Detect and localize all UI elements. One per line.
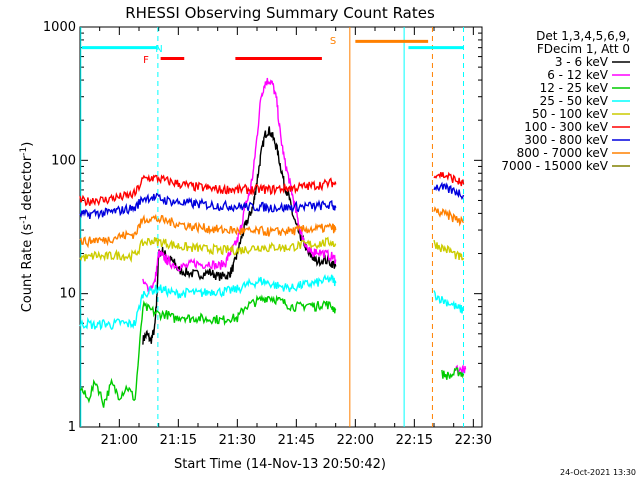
x-axis: 21:00 21:15 21:30 21:45 22:00 22:15 22:30 (99, 27, 492, 448)
series-line (79, 273, 337, 331)
flag-label: N (155, 44, 162, 55)
x-tick-label: 22:30 (455, 433, 492, 448)
footer-date: 24-Oct-2021 13:30 (560, 468, 636, 477)
x-tick-label: 21:15 (160, 433, 197, 448)
y-axis-label-part: Count Rate (s (20, 224, 35, 313)
y-axis-label-part: detector (20, 155, 35, 215)
x-axis-label: Start Time (14-Nov-13 20:50:42) (174, 457, 386, 472)
x-tick-label: 21:45 (278, 433, 315, 448)
legend-header-line: Det 1,3,4,5,6,9, (536, 29, 630, 43)
plot-frame (79, 26, 483, 428)
legend-label: 50 - 100 keV (532, 107, 609, 121)
flag-label: F (143, 55, 149, 66)
series-line (433, 239, 465, 261)
series-line (433, 206, 465, 227)
y-axis-label-sup: -1 (19, 215, 29, 224)
series-line (142, 77, 337, 295)
legend-label: 3 - 6 keV (555, 55, 609, 69)
time-markers (80, 27, 465, 427)
series-line (433, 181, 465, 201)
x-tick-label: 21:30 (219, 433, 256, 448)
legend-label: 7000 - 15000 keV (501, 159, 608, 173)
series-line (142, 126, 337, 345)
y-axis-label-part: ) (20, 142, 35, 147)
x-tick-label: 22:00 (337, 433, 374, 448)
legend-label: 6 - 12 keV (547, 68, 609, 82)
series-line (79, 294, 337, 408)
series-lines (79, 77, 467, 408)
x-tick-label: 22:15 (396, 433, 433, 448)
y-tick-label: 1000 (43, 20, 76, 35)
series-line (79, 236, 337, 263)
legend-label: 300 - 800 keV (524, 133, 608, 147)
plot-area: 1 10 100 1000 21:00 21:15 21:30 21:45 22:00 22:1… (43, 20, 492, 448)
y-tick-label: 100 (51, 153, 76, 168)
legend-header-line: FDecim 1, Att 0 (537, 42, 630, 56)
legend-label: 100 - 300 keV (524, 120, 608, 134)
x-tick-label: 21:00 (101, 433, 138, 448)
y-axis-label: Count Rate (s-1 detector-1) (19, 142, 35, 313)
legend-label: 12 - 25 keV (540, 81, 609, 95)
y-axis-label-sup: -1 (19, 147, 29, 156)
y-tick-label: 10 (59, 287, 76, 302)
series-line (79, 213, 337, 249)
chart-title: RHESSI Observing Summary Count Rates (125, 4, 435, 22)
series-line (433, 290, 465, 314)
legend: Det 1,3,4,5,6,9, FDecim 1, Att 0 3 - 6 k… (501, 29, 630, 173)
y-axis: 1 10 100 1000 (43, 20, 482, 435)
y-tick-label: 1 (68, 420, 76, 435)
series-line (79, 173, 337, 207)
legend-label: 25 - 50 keV (540, 94, 609, 108)
flag-label: S (330, 36, 336, 47)
flag-bars: NF S (81, 36, 464, 66)
legend-label: 800 - 7000 keV (517, 146, 609, 160)
series-line (433, 171, 465, 187)
series-line (79, 192, 337, 220)
series-line (441, 367, 465, 380)
